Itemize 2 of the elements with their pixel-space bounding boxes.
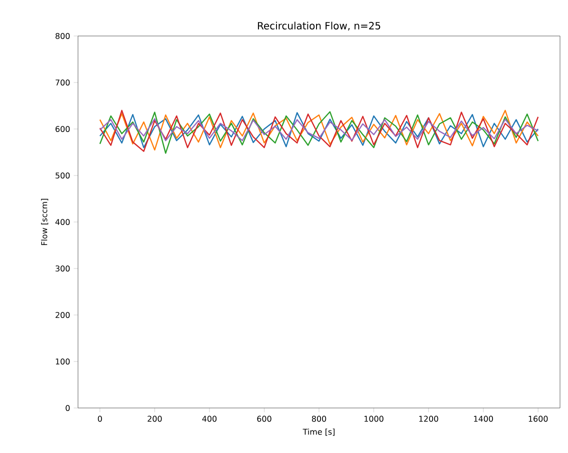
line-series	[99, 118, 539, 142]
chart-title: Recirculation Flow, n=25	[258, 22, 380, 30]
